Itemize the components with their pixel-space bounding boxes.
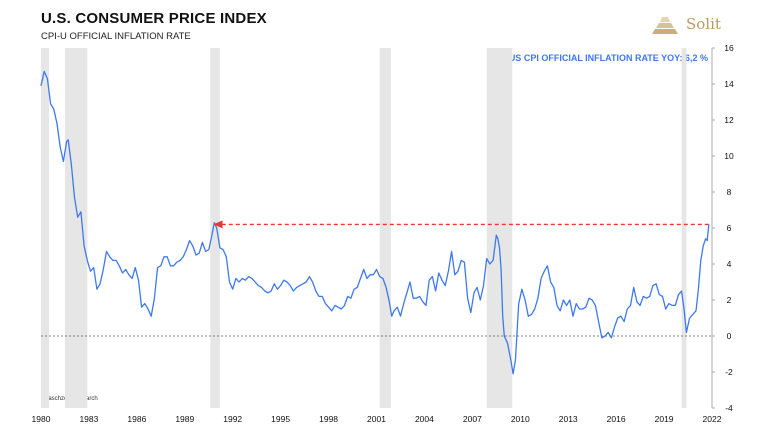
recession-band-2 bbox=[210, 48, 220, 408]
chart-title: U.S. CONSUMER PRICE INDEX bbox=[41, 10, 267, 27]
x-tick-label-11: 2013 bbox=[559, 414, 578, 424]
recession-band-5 bbox=[681, 48, 687, 408]
y-tick-label-5: 6 bbox=[727, 223, 732, 233]
recession-band-0 bbox=[41, 48, 49, 408]
stacked-gold-bars-icon bbox=[652, 17, 678, 34]
y-tick-label-6: 4 bbox=[727, 259, 732, 269]
y-tick-label-1: 14 bbox=[724, 79, 734, 89]
recession-band-3 bbox=[379, 48, 391, 408]
recession-band-4 bbox=[486, 48, 513, 408]
x-tick-label-6: 1998 bbox=[319, 414, 338, 424]
y-tick-label-3: 10 bbox=[724, 151, 734, 161]
x-tick-label-10: 2010 bbox=[511, 414, 530, 424]
logo-text: Solit bbox=[686, 15, 721, 33]
x-tick-label-9: 2007 bbox=[463, 414, 482, 424]
x-tick-label-14: 2022 bbox=[703, 414, 722, 424]
x-tick-label-2: 1986 bbox=[127, 414, 146, 424]
x-tick-label-8: 2004 bbox=[415, 414, 434, 424]
x-tick-label-7: 2001 bbox=[367, 414, 386, 424]
x-tick-label-5: 1995 bbox=[271, 414, 290, 424]
y-tick-label-8: 0 bbox=[727, 331, 732, 341]
cpi-series-line bbox=[40, 70, 710, 375]
recession-band-1 bbox=[64, 48, 88, 408]
solit-logo: Solit bbox=[648, 12, 738, 40]
x-tick-label-13: 2019 bbox=[655, 414, 674, 424]
x-tick-label-4: 1992 bbox=[223, 414, 242, 424]
y-tick-label-4: 8 bbox=[727, 187, 732, 197]
y-tick-label-0: 16 bbox=[724, 43, 734, 53]
y-tick-label-9: -2 bbox=[725, 367, 733, 377]
x-tick-label-12: 2016 bbox=[607, 414, 626, 424]
y-tick-label-7: 2 bbox=[727, 295, 732, 305]
chart-subtitle: CPI-U OFFICIAL INFLATION RATE bbox=[41, 31, 191, 42]
x-tick-label-0: 1980 bbox=[32, 414, 51, 424]
x-tick-label-1: 1983 bbox=[79, 414, 98, 424]
x-tick-label-3: 1989 bbox=[175, 414, 194, 424]
y-tick-label-2: 12 bbox=[724, 115, 734, 125]
y-tick-label-10: -4 bbox=[725, 403, 733, 413]
arrow-head bbox=[213, 220, 223, 229]
legend-label: US CPI OFFICIAL INFLATION RATE YOY: 6,2 … bbox=[508, 53, 708, 63]
